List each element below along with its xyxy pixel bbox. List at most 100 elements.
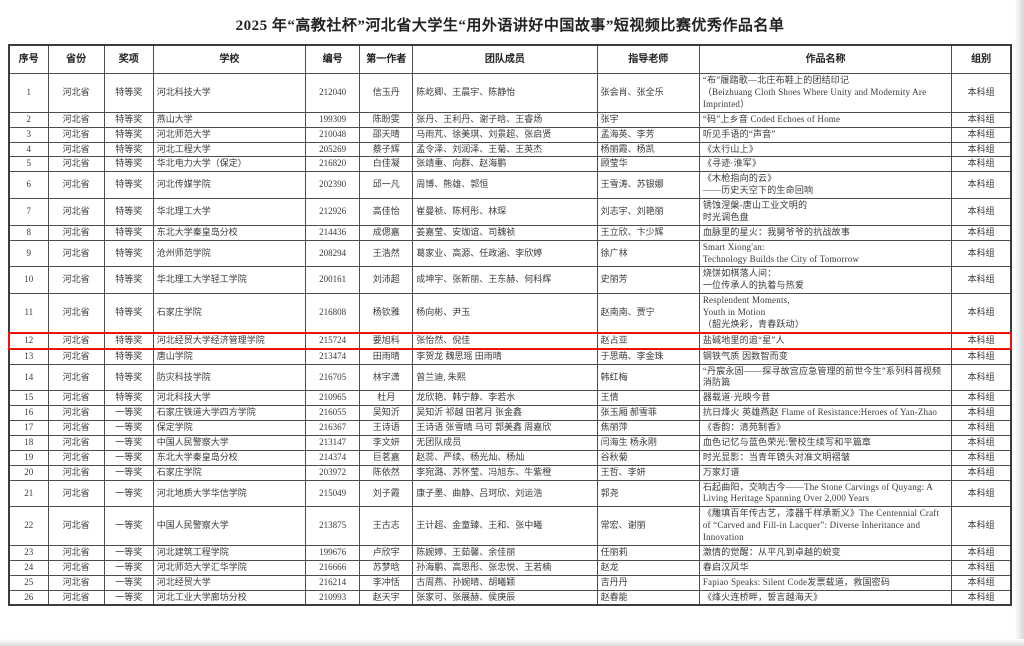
cell-province: 河北省 — [47, 506, 105, 546]
cell-no: 12 — [7, 331, 49, 350]
table-row: 22 河北省 一等奖 中国人民警察大学 213875 王古志 王计超、金童臻、王和、张中曦常… — [8, 506, 1012, 546]
column-header-school: 学校 — [152, 44, 307, 75]
cell-code: 216666 — [305, 559, 361, 576]
cell-work: 《太行山上》 — [698, 141, 953, 158]
cell-team: 无团队成员 — [412, 434, 598, 451]
cell-team: 孙海鹏、高思彤、张忠悦、王若楠 — [412, 559, 598, 576]
table-row: 19 河北省 一等奖 东北大学秦皇岛分校 214374 巨茗嘉 赵蕊、严续、杨光灿、杨灿 谷秋… — [8, 449, 1012, 466]
cell-advisors: 张玉厢 郝雪菲 — [596, 405, 700, 422]
cell-advisors: 韩红梅 — [596, 363, 700, 392]
cell-no: 15 — [8, 390, 49, 407]
cell-advisors: 王立欣、卞少辉 — [596, 224, 700, 241]
cell-no: 7 — [8, 198, 49, 226]
cell-award: 特等奖 — [103, 73, 154, 113]
cell-advisors: 王倩 — [596, 390, 700, 407]
cell-code: 203972 — [305, 464, 361, 481]
cell-author: 李冲恬 — [359, 574, 414, 591]
cell-no: 9 — [8, 239, 49, 268]
cell-province: 河北省 — [47, 266, 105, 295]
cell-province: 河北省 — [47, 434, 105, 451]
cell-team: 李宛潞、苏怀莹、冯旭东、牛紫橙 — [412, 464, 598, 481]
cell-team: 马雨芃、徐美琪、刘景超、张启贤 — [412, 126, 598, 143]
cell-advisors: 张会肖、张全乐 — [596, 73, 700, 113]
cell-code: 212040 — [305, 73, 361, 113]
cell-advisors: 赵龙 — [596, 559, 700, 576]
cell-advisors: 赵占亚 — [596, 331, 700, 350]
cell-author: 王诗语 — [359, 420, 414, 436]
cell-no: 26 — [8, 589, 49, 606]
cell-work: 盐碱地里的追“星”人 — [698, 331, 953, 350]
cell-code: 205269 — [305, 141, 361, 158]
cell-team: 李贺龙 魏思瑶 田雨晴 — [412, 348, 598, 365]
cell-work: “布”履踏歌—北庄布鞋上的团结印记 （Beizhuang Cloth Shoes… — [698, 73, 953, 113]
cell-award: 特等奖 — [103, 266, 154, 295]
cell-author: 刘子霞 — [359, 479, 414, 508]
column-header-advisors: 指导老师 — [596, 44, 700, 75]
cell-award: 一等奖 — [103, 434, 154, 451]
cell-team: 吴知沂 祁越 田茗月 张金鑫 — [412, 405, 598, 422]
cell-advisors: 赵南南、贾宁 — [596, 293, 700, 334]
cell-code: 199676 — [305, 544, 361, 561]
cell-author: 杨钦雅 — [359, 293, 414, 334]
cell-award: 一等奖 — [103, 479, 154, 508]
cell-award: 一等奖 — [103, 574, 154, 591]
cell-team: 康子墨、曲静、吕珂欣、刘运浩 — [412, 479, 598, 508]
cell-no: 18 — [8, 434, 49, 451]
cell-group: 本科组 — [951, 479, 1012, 508]
cell-author: 杜月 — [359, 390, 414, 407]
cell-group: 本科组 — [951, 266, 1012, 295]
cell-no: 1 — [8, 73, 49, 113]
cell-province: 河北省 — [47, 363, 105, 392]
cell-author: 陈依然 — [359, 464, 414, 481]
cell-school: 河北工业大学廊坊分校 — [152, 589, 307, 606]
table-row: 12 河北省 特等奖 河北经贸大学经济管理学院 215724 要旭科 张怡然、倪佳 赵占亚 盐碱… — [7, 331, 1013, 350]
cell-group: 本科组 — [951, 293, 1012, 334]
cell-advisors: 张宇 — [596, 111, 700, 128]
table-row: 6 河北省 特等奖 河北传媒学院 202390 邱一凡 周博、熊雄、郭恒 王雪涛、苏银娜 《木枪… — [8, 171, 1012, 200]
cell-team: 曾兰迪, 朱熙 — [412, 363, 598, 392]
cell-school: 东北大学秦皇岛分校 — [152, 449, 307, 466]
cell-author: 高佳怡 — [359, 198, 414, 226]
cell-group: 本科组 — [951, 420, 1012, 436]
cell-province: 河北省 — [47, 544, 105, 561]
cell-no: 11 — [8, 293, 49, 334]
cell-school: 石家庄学院 — [152, 293, 307, 334]
cell-code: 215049 — [305, 479, 361, 508]
cell-team: 张靖重、向群、赵海鹏 — [412, 156, 598, 173]
page-title: 2025 年“高教社杯”河北省大学生“用外语讲好中国故事”短视频比赛优秀作品名单 — [235, 18, 785, 34]
cell-advisors: 任丽莉 — [596, 544, 700, 561]
cell-no: 3 — [8, 126, 49, 143]
cell-work: 万家灯谱 — [698, 464, 953, 481]
cell-school: 石家庄铁道大学四方学院 — [152, 405, 307, 422]
cell-work: 《寻迹·淮军》 — [698, 156, 953, 173]
cell-province: 河北省 — [47, 111, 105, 128]
cell-code: 210048 — [305, 126, 361, 143]
cell-province: 河北省 — [47, 449, 105, 466]
table-row: 8 河北省 特等奖 东北大学秦皇岛分校 214436 成偲嘉 姜嘉莹、安珈谊、司魏祯 王立欣、… — [8, 224, 1012, 241]
cell-work: Resplendent Moments, Youth in Motion （韶光… — [698, 293, 953, 334]
cell-school: 石家庄学院 — [152, 464, 307, 481]
cell-author: 白佳凝 — [359, 156, 414, 173]
table-row: 11 河北省 特等奖 石家庄学院 216808 杨钦雅 杨向彬、尹玉 赵南南、贾宁 Resple… — [8, 293, 1012, 334]
cell-author: 吴知沂 — [359, 405, 414, 422]
cell-group: 本科组 — [951, 239, 1012, 268]
cell-author: 要旭科 — [359, 331, 414, 350]
column-header-first-author: 第一作者 — [359, 44, 414, 75]
cell-author: 苏梦晗 — [359, 559, 414, 576]
cell-team: 周博、熊雄、郭恒 — [412, 171, 598, 200]
cell-author: 陈盼雯 — [359, 111, 414, 128]
cell-school: 华北理工大学 — [152, 198, 307, 226]
cell-province: 河北省 — [47, 479, 105, 508]
cell-award: 特等奖 — [103, 171, 154, 200]
cell-group: 本科组 — [951, 506, 1012, 546]
cell-author: 成偲嘉 — [359, 224, 414, 241]
cell-school: 中国人民警察大学 — [152, 506, 307, 546]
table-row: 3 河北省 特等奖 河北师范大学 210048 邵天晴 马雨芃、徐美琪、刘景超、张启贤 孟海英… — [8, 126, 1012, 143]
scan-edge-bottom — [0, 639, 1024, 646]
cell-team: 孟令泽、刘润泽、王菊、王英杰 — [412, 141, 598, 158]
cell-team: 崔曼祯、陈柯彤、林琛 — [412, 198, 598, 226]
cell-code: 216820 — [305, 156, 361, 173]
cell-province: 河北省 — [47, 156, 105, 173]
column-header-code: 编号 — [305, 44, 361, 75]
cell-school: 河北工程大学 — [152, 141, 307, 158]
